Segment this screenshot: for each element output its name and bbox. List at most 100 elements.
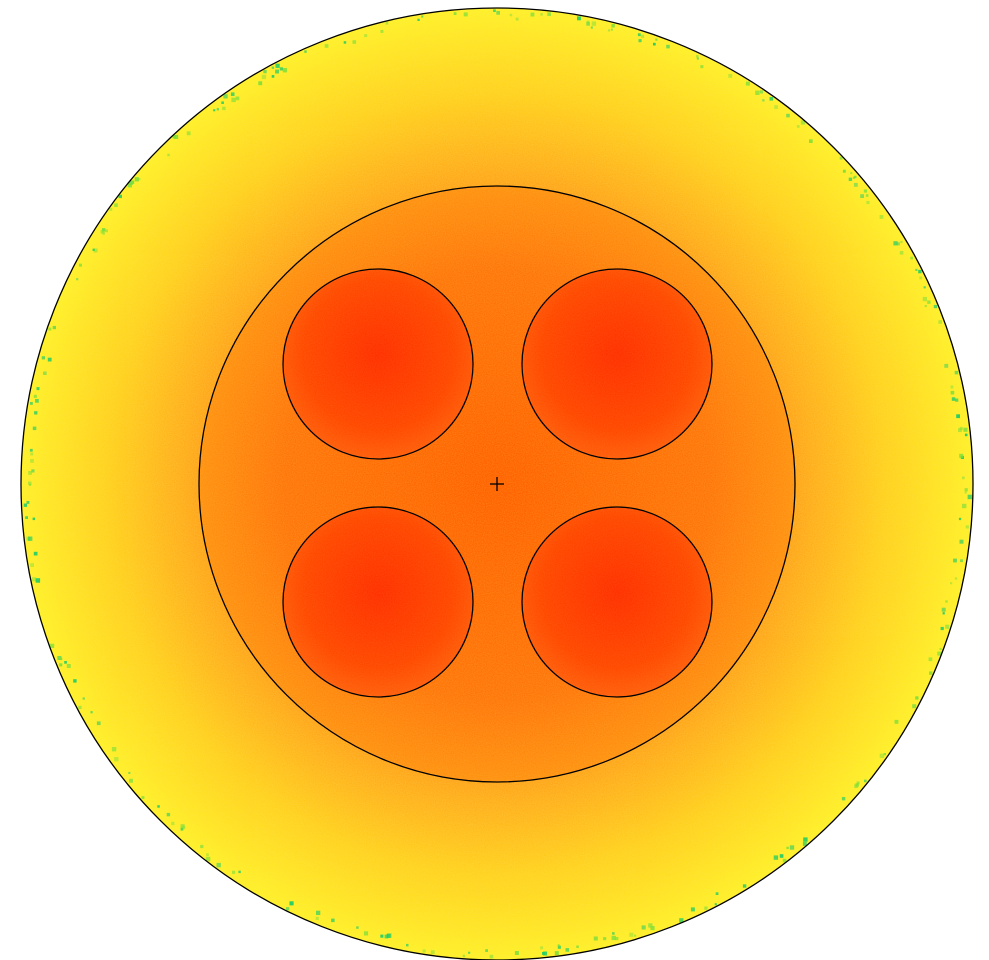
edge-speckle-dot bbox=[554, 951, 559, 956]
edge-speckle-dot bbox=[955, 398, 959, 402]
edge-speckle-dot bbox=[893, 241, 898, 246]
edge-speckle-dot bbox=[962, 503, 967, 509]
edge-speckle-dot bbox=[841, 797, 846, 801]
edge-speckle-dot bbox=[922, 296, 927, 302]
edge-speckle-dot bbox=[182, 825, 186, 830]
edge-speckle-dot bbox=[141, 796, 145, 799]
edge-speckle-dot bbox=[34, 411, 38, 415]
edge-speckle-dot bbox=[853, 182, 858, 187]
edge-speckle-dot bbox=[31, 469, 35, 473]
edge-speckle-dot bbox=[33, 394, 37, 398]
edge-speckle-dot bbox=[855, 783, 859, 787]
edge-speckle-dot bbox=[802, 842, 807, 846]
edge-speckle-dot bbox=[557, 945, 561, 949]
edge-speckle-dot bbox=[933, 304, 938, 309]
edge-speckle-dot bbox=[954, 577, 958, 580]
edge-speckle-dot bbox=[655, 38, 658, 41]
edge-speckle-dot bbox=[114, 203, 118, 207]
edge-speckle-dot bbox=[964, 491, 967, 494]
edge-speckle-dot bbox=[915, 268, 918, 271]
edge-speckle-dot bbox=[591, 21, 597, 26]
edge-speckle-dot bbox=[786, 113, 790, 118]
pin-outline-bottom-left bbox=[282, 506, 474, 698]
edge-speckle-dot bbox=[782, 858, 787, 863]
edge-speckle-dot bbox=[216, 108, 219, 111]
edge-speckle-dot bbox=[950, 582, 953, 585]
edge-speckle-dot bbox=[82, 697, 85, 700]
edge-speckle-dot bbox=[90, 711, 93, 714]
edge-speckle-dot bbox=[696, 57, 699, 60]
edge-speckle-dot bbox=[206, 853, 209, 856]
edge-speckle-dot bbox=[96, 721, 101, 726]
edge-speckle-dot bbox=[186, 131, 191, 136]
edge-speckle-dot bbox=[180, 827, 184, 831]
edge-speckle-dot bbox=[939, 647, 942, 651]
edge-speckle-dot bbox=[941, 607, 946, 612]
edge-speckle-dot bbox=[638, 39, 642, 43]
outlines bbox=[20, 7, 974, 960]
edge-speckle-dot bbox=[863, 189, 868, 193]
edge-speckle-dot bbox=[786, 846, 789, 850]
edge-speckle-dot bbox=[166, 812, 171, 817]
edge-speckle-dot bbox=[809, 139, 813, 143]
edge-speckle-dot bbox=[704, 906, 708, 910]
edge-speckle-dot bbox=[93, 248, 98, 253]
edge-speckle-dot bbox=[540, 946, 544, 950]
edge-speckle-dot bbox=[47, 357, 52, 362]
edge-speckle-dot bbox=[138, 178, 141, 181]
edge-speckle-dot bbox=[462, 954, 466, 958]
edge-speckle-dot bbox=[610, 28, 613, 31]
edge-speckle-dot bbox=[64, 661, 67, 664]
edge-speckle-dot bbox=[25, 516, 28, 519]
edge-speckle-dot bbox=[102, 228, 106, 232]
edge-speckle-dot bbox=[690, 907, 695, 912]
edge-speckle-dot bbox=[964, 488, 968, 492]
edge-speckle-dot bbox=[171, 821, 175, 826]
edge-speckle-dot bbox=[965, 525, 969, 529]
inner-outline bbox=[198, 185, 796, 783]
edge-speckle-dot bbox=[759, 90, 764, 94]
edge-speckle-dot bbox=[36, 387, 40, 391]
edge-speckle-dot bbox=[109, 208, 113, 211]
edge-speckle-dot bbox=[959, 539, 964, 544]
edge-speckle-dot bbox=[59, 663, 63, 667]
edge-speckle-dot bbox=[714, 903, 717, 906]
edge-speckle-dot bbox=[960, 559, 963, 563]
edge-speckle-dot bbox=[679, 918, 684, 923]
edge-speckle-dot bbox=[223, 94, 228, 99]
edge-speckle-dot bbox=[271, 66, 275, 69]
edge-speckle-dot bbox=[380, 30, 384, 33]
edge-speckle-dot bbox=[942, 612, 945, 615]
edge-speckle-dot bbox=[509, 13, 513, 17]
edge-speckle-dot bbox=[180, 824, 185, 829]
edge-speckle-dot bbox=[129, 778, 133, 783]
edge-speckle-dot bbox=[854, 175, 857, 178]
edge-speckle-dot bbox=[515, 17, 519, 21]
edge-speckle-dot bbox=[29, 448, 33, 452]
edge-speckle-dot bbox=[915, 696, 919, 700]
edge-speckle-dot bbox=[865, 194, 869, 197]
edge-speckle-dot bbox=[923, 286, 926, 289]
edge-speckle-dot bbox=[417, 18, 420, 21]
edge-speckle-dot bbox=[422, 949, 426, 953]
edge-speckle-dot bbox=[43, 371, 47, 375]
edge-speckle-dot bbox=[745, 81, 750, 86]
edge-speckle-dot bbox=[157, 805, 160, 808]
edge-speckle-dot bbox=[73, 679, 77, 683]
edge-speckle-dot bbox=[493, 9, 496, 12]
edge-speckle-dot bbox=[940, 626, 944, 631]
edge-speckle-dot bbox=[30, 402, 33, 405]
edge-speckle-dot bbox=[48, 327, 52, 331]
edge-speckle-dot bbox=[593, 936, 598, 941]
edge-speckle-dot bbox=[59, 657, 63, 661]
edge-speckle-dot bbox=[715, 892, 719, 895]
edge-speckle-dot bbox=[57, 656, 62, 660]
edge-speckle-dot bbox=[23, 503, 28, 507]
edge-speckle-dot bbox=[275, 63, 280, 68]
edge-speckle-dot bbox=[385, 22, 389, 25]
edge-speckle-dot bbox=[200, 844, 204, 849]
edge-speckle-dot bbox=[696, 55, 699, 58]
edge-speckle-dot bbox=[468, 951, 471, 954]
edge-speckle-dot bbox=[762, 99, 765, 102]
